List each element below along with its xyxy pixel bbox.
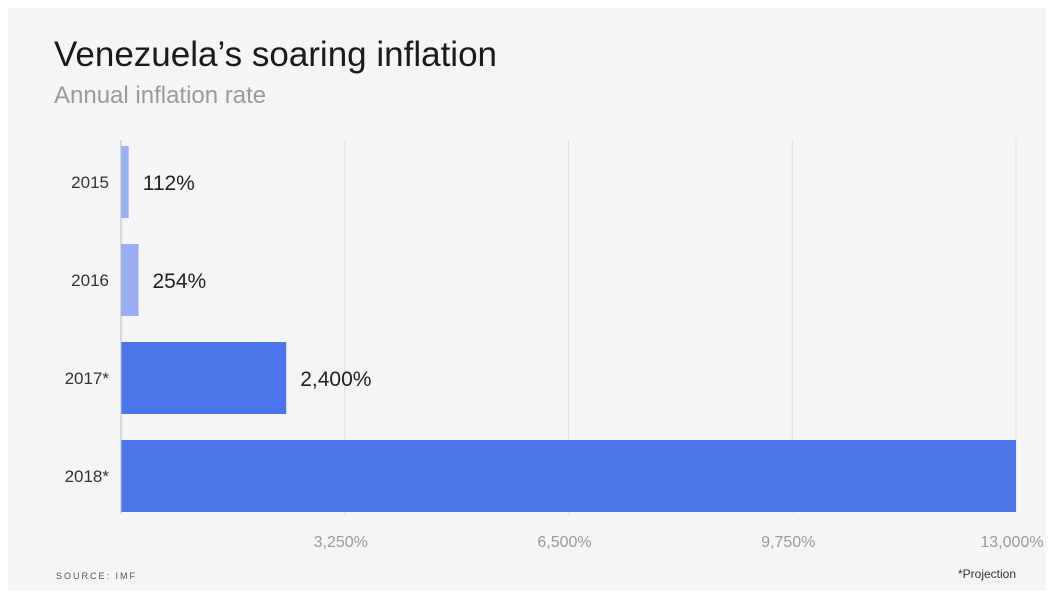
category-label: 2016: [71, 271, 109, 290]
chart-title: Venezuela’s soaring inflation: [54, 35, 498, 74]
projection-footnote: *Projection: [957, 567, 1016, 581]
chart-subtitle: Annual inflation rate: [54, 82, 267, 109]
value-label: 112%: [143, 172, 195, 195]
value-label: 2,400%: [300, 368, 371, 391]
x-tick-label: 6,500%: [537, 534, 591, 551]
bar: [121, 342, 287, 414]
bar-chart: 3,250% 6,500% 9,750% 13,000% 2015 112% 2016 254…: [65, 140, 1044, 551]
x-tick-label: 13,000%: [980, 534, 1043, 551]
bar: [121, 440, 1016, 512]
bar: [121, 146, 129, 218]
category-label: 2017*: [65, 369, 110, 388]
category-label: 2015: [71, 173, 109, 192]
category-label: 2018*: [65, 467, 110, 486]
chart-card: Venezuela’s soaring inflation Annual inf…: [8, 8, 1046, 591]
value-label: 254%: [152, 270, 206, 293]
x-tick-label: 9,750%: [761, 534, 815, 551]
x-tick-label: 3,250%: [314, 534, 368, 551]
bar: [121, 244, 139, 316]
source-note: SOURCE: IMF: [56, 571, 138, 581]
